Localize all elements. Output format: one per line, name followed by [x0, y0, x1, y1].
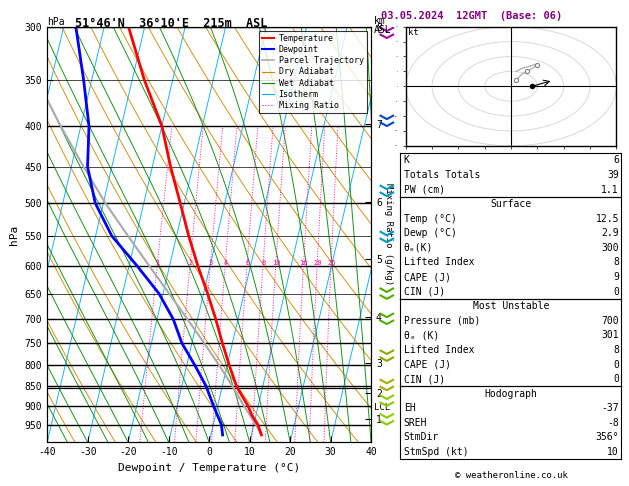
Y-axis label: hPa: hPa	[9, 225, 19, 244]
Text: 12.5: 12.5	[596, 214, 619, 224]
Text: 2.9: 2.9	[601, 228, 619, 238]
Text: CAPE (J): CAPE (J)	[404, 272, 451, 282]
Text: PW (cm): PW (cm)	[404, 185, 445, 194]
Text: 10: 10	[607, 447, 619, 457]
Text: 8: 8	[261, 260, 265, 266]
Text: 6: 6	[613, 156, 619, 165]
Text: 03.05.2024  12GMT  (Base: 06): 03.05.2024 12GMT (Base: 06)	[381, 11, 562, 21]
Text: CAPE (J): CAPE (J)	[404, 360, 451, 369]
Text: 0: 0	[613, 360, 619, 369]
Text: Temp (°C): Temp (°C)	[404, 214, 457, 224]
Text: km: km	[374, 16, 386, 26]
Text: 1: 1	[155, 260, 160, 266]
Y-axis label: Mixing Ratio (g/kg): Mixing Ratio (g/kg)	[384, 183, 393, 286]
Text: 6: 6	[245, 260, 250, 266]
Text: Pressure (mb): Pressure (mb)	[404, 316, 480, 326]
Text: 4: 4	[223, 260, 228, 266]
Text: Lifted Index: Lifted Index	[404, 345, 474, 355]
Text: 8: 8	[613, 345, 619, 355]
Text: 300: 300	[601, 243, 619, 253]
Text: SREH: SREH	[404, 418, 427, 428]
Text: 3: 3	[209, 260, 213, 266]
Text: 301: 301	[601, 330, 619, 340]
Text: θₑ(K): θₑ(K)	[404, 243, 433, 253]
Text: 20: 20	[313, 260, 321, 266]
Text: © weatheronline.co.uk: © weatheronline.co.uk	[455, 471, 568, 480]
Text: 1.1: 1.1	[601, 185, 619, 194]
Text: 39: 39	[607, 170, 619, 180]
Text: 356°: 356°	[596, 433, 619, 442]
Text: StmSpd (kt): StmSpd (kt)	[404, 447, 469, 457]
Text: 16: 16	[299, 260, 308, 266]
X-axis label: Dewpoint / Temperature (°C): Dewpoint / Temperature (°C)	[118, 463, 300, 473]
Text: -8: -8	[607, 418, 619, 428]
Text: Most Unstable: Most Unstable	[472, 301, 549, 311]
Text: CIN (J): CIN (J)	[404, 287, 445, 296]
Text: 8: 8	[613, 258, 619, 267]
Text: Surface: Surface	[490, 199, 532, 209]
Text: 0: 0	[613, 287, 619, 296]
Text: Hodograph: Hodograph	[484, 389, 537, 399]
Text: Lifted Index: Lifted Index	[404, 258, 474, 267]
Text: EH: EH	[404, 403, 416, 413]
Text: 700: 700	[601, 316, 619, 326]
Text: kt: kt	[408, 28, 419, 37]
Text: K: K	[404, 156, 409, 165]
Text: 0: 0	[613, 374, 619, 384]
Legend: Temperature, Dewpoint, Parcel Trajectory, Dry Adiabat, Wet Adiabat, Isotherm, Mi: Temperature, Dewpoint, Parcel Trajectory…	[259, 31, 367, 113]
Text: 2: 2	[188, 260, 192, 266]
Text: 10: 10	[272, 260, 281, 266]
Text: Totals Totals: Totals Totals	[404, 170, 480, 180]
Text: Dewp (°C): Dewp (°C)	[404, 228, 457, 238]
Text: -37: -37	[601, 403, 619, 413]
Text: ASL: ASL	[374, 25, 392, 35]
Text: hPa: hPa	[47, 17, 65, 27]
Text: θₑ (K): θₑ (K)	[404, 330, 439, 340]
Text: CIN (J): CIN (J)	[404, 374, 445, 384]
Text: 9: 9	[613, 272, 619, 282]
Text: 51°46'N  36°10'E  215m  ASL: 51°46'N 36°10'E 215m ASL	[75, 17, 268, 30]
Text: 25: 25	[327, 260, 335, 266]
Text: StmDir: StmDir	[404, 433, 439, 442]
Text: LCL: LCL	[374, 403, 391, 412]
